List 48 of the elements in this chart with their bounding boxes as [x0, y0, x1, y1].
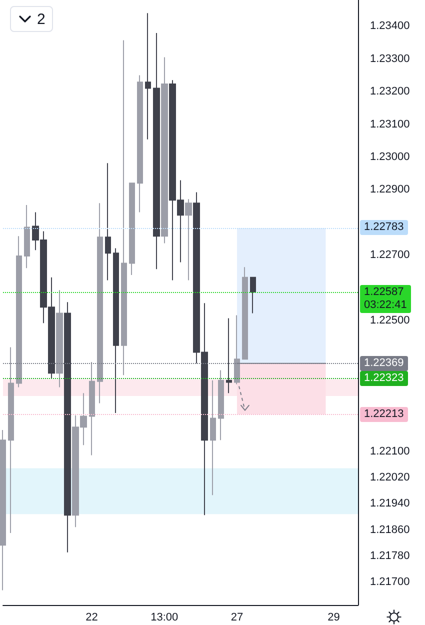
y-tick-label: 1.21700	[370, 576, 410, 588]
candlestick	[218, 370, 224, 441]
ref-line-label: 1.22783	[360, 220, 408, 236]
y-tick-label: 1.23400	[370, 20, 410, 32]
candlestick	[153, 32, 160, 270]
y-tick-label: 1.23200	[370, 86, 410, 98]
candlestick	[242, 266, 248, 360]
y-tick-label: 1.23000	[370, 150, 410, 163]
candlestick	[210, 380, 216, 496]
candlestick	[105, 162, 111, 281]
y-tick-label: 1.21860	[370, 524, 410, 536]
candlestick	[89, 362, 95, 456]
candlestick	[250, 276, 256, 314]
x-tick-label: 29	[328, 612, 340, 624]
candlestick	[185, 198, 192, 281]
y-tick-label: 1.22100	[370, 445, 410, 458]
y-tick-label: 1.22500	[370, 314, 410, 326]
candlestick	[113, 248, 119, 414]
candlestick	[97, 202, 103, 404]
candlestick	[226, 318, 232, 394]
ref-line-label: 1.22587 03:22:41	[360, 284, 411, 313]
candlestick	[234, 314, 240, 385]
candlestick	[145, 12, 151, 140]
annotation: 2	[37, 10, 46, 28]
dropdown-button: 2	[10, 6, 54, 32]
y-tick-label: 1.23100	[370, 118, 410, 130]
candlestick	[137, 74, 143, 213]
candlestick	[129, 182, 135, 276]
ref-line-label: 1.22213	[360, 406, 408, 422]
x-tick-label: 22	[86, 612, 98, 624]
candlestick	[8, 346, 14, 534]
candlestick	[161, 56, 168, 244]
y-tick-label: 1.21780	[370, 550, 410, 562]
x-tick-label: 13:00	[150, 612, 178, 624]
candlestick	[121, 40, 127, 376]
y-tick-label: 1.22900	[370, 184, 410, 196]
y-tick-label: 1.22020	[370, 471, 410, 484]
ref-line-label: 1.22369	[360, 356, 408, 371]
y-tick-label: 1.22700	[370, 249, 410, 262]
ref-line-label: 1.22323	[360, 370, 408, 386]
candlestick	[24, 204, 30, 269]
x-tick-label: 27	[230, 612, 244, 624]
candlestick	[64, 302, 71, 553]
y-tick-label: 1.21940	[370, 498, 410, 510]
candlestick	[0, 430, 6, 591]
candlestick	[56, 290, 63, 388]
candlestick	[16, 236, 22, 388]
y-tick-label: 1.23300	[370, 52, 410, 65]
